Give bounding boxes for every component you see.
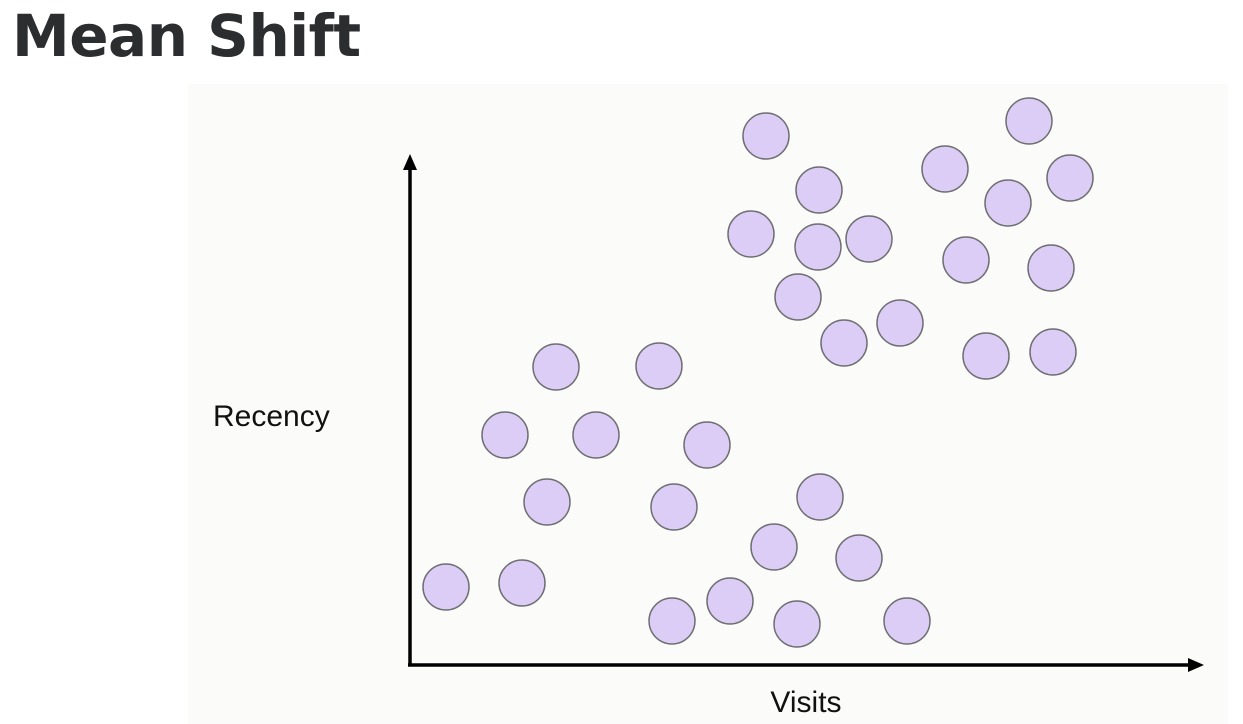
point xyxy=(422,563,470,611)
point xyxy=(572,411,620,459)
point xyxy=(794,223,842,271)
y-arrow xyxy=(403,154,417,170)
point xyxy=(1027,244,1075,292)
point xyxy=(706,577,754,625)
point xyxy=(984,179,1032,227)
point xyxy=(683,421,731,469)
point xyxy=(835,534,883,582)
point xyxy=(773,600,821,648)
point xyxy=(796,473,844,521)
x-axis-label: Visits xyxy=(770,686,841,719)
x-arrow xyxy=(1188,658,1204,672)
point xyxy=(876,299,924,347)
point xyxy=(883,597,931,645)
point xyxy=(750,523,798,571)
point xyxy=(727,210,775,258)
point xyxy=(1029,328,1077,376)
point xyxy=(962,332,1010,380)
point xyxy=(1005,97,1053,145)
points xyxy=(422,97,1094,648)
point xyxy=(820,319,868,367)
point xyxy=(498,559,546,607)
y-axis-label: Recency xyxy=(213,400,330,433)
point xyxy=(1046,154,1094,202)
point xyxy=(921,145,969,193)
point xyxy=(648,597,696,645)
point xyxy=(635,342,683,390)
point xyxy=(650,483,698,531)
point xyxy=(523,478,571,526)
point xyxy=(774,273,822,321)
page-title: Mean Shift xyxy=(12,2,361,70)
point xyxy=(481,411,529,459)
point xyxy=(742,112,790,160)
point xyxy=(942,236,990,284)
point xyxy=(795,166,843,214)
point xyxy=(845,215,893,263)
point xyxy=(532,343,580,391)
